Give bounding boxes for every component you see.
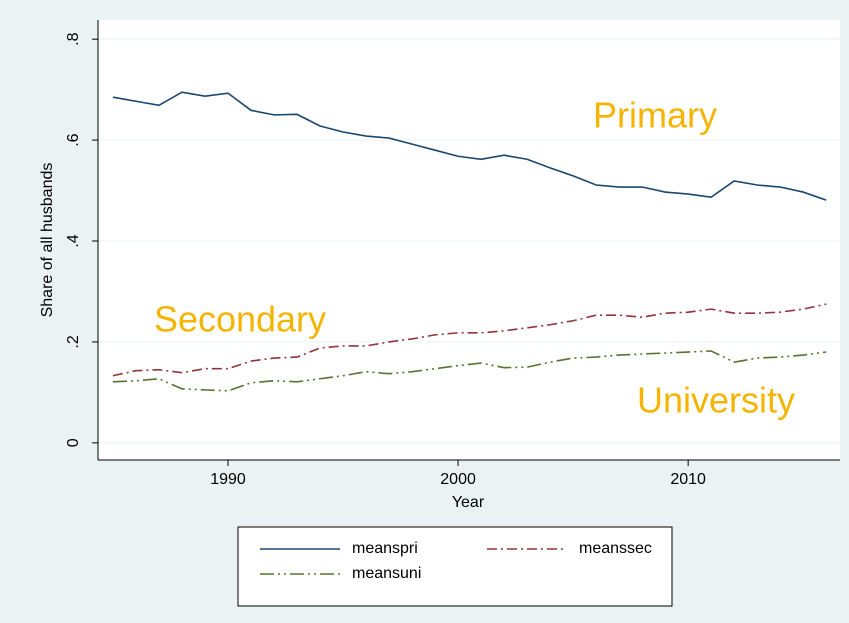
y-axis-label: Share of all husbands [39,163,56,318]
y-tick-label: .6 [65,133,82,146]
x-tick-label: 1990 [210,471,246,488]
annotation: Secondary [154,299,326,340]
y-tick-label: .4 [65,234,82,247]
legend-label: meanssec [579,540,652,557]
annotation: University [637,380,795,421]
x-tick-label: 2010 [670,471,706,488]
y-tick-label: 0 [65,438,82,447]
y-tick-label: .8 [65,32,82,45]
marks: 0 .2 .4 .6 .8 1990 2000 2010 meanspri meanssec mea… [65,20,840,582]
legend-box [237,526,673,607]
x-axis-label: Year [452,494,485,511]
x-tick-label: 2000 [440,471,476,488]
series-line [112,91,827,201]
series-line [112,303,827,377]
y-tick-label: .2 [65,335,82,348]
legend-label: meanspri [352,540,418,557]
annotation: Primary [593,95,717,136]
series-line [112,350,827,392]
legend-label: meansuni [352,565,421,582]
